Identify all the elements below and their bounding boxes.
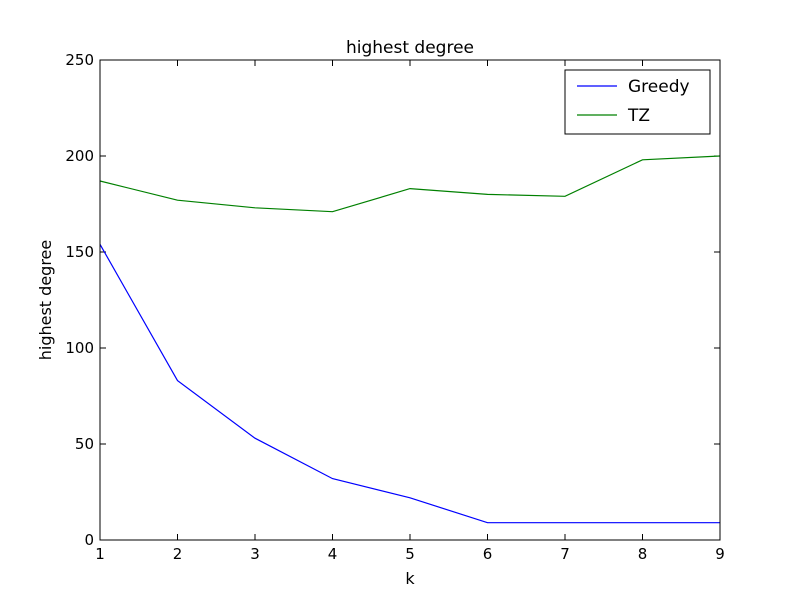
x-axis-label: k — [405, 569, 415, 588]
x-tick-label: 2 — [173, 545, 183, 563]
series-line-tz — [99, 155, 721, 213]
x-tick-label: 9 — [715, 545, 725, 563]
legend-label-tz: TZ — [627, 106, 650, 126]
chart-title: highest degree — [346, 38, 474, 58]
y-tick-label: 0 — [84, 531, 94, 549]
legend-box — [564, 69, 711, 135]
y-tick-label: 200 — [65, 147, 94, 165]
x-tick-label: 7 — [560, 545, 570, 563]
y-tick-label: 250 — [65, 51, 94, 69]
x-tick-label: 1 — [95, 545, 105, 563]
plot-frame — [99, 59, 721, 541]
y-axis-label: highest degree — [36, 240, 55, 361]
x-tick-label: 6 — [483, 545, 493, 563]
series-line-greedy — [99, 244, 720, 524]
x-tick-label: 4 — [328, 545, 338, 563]
x-tick-label: 5 — [405, 545, 415, 563]
legend-label-greedy: Greedy — [628, 77, 690, 97]
x-tick-label: 8 — [638, 545, 648, 563]
y-tick-label: 100 — [65, 339, 94, 357]
series-group — [99, 155, 721, 524]
y-tick-label: 50 — [75, 435, 94, 453]
legend: Greedy TZ — [564, 69, 711, 135]
x-tick-label: 3 — [250, 545, 260, 563]
y-tick-label: 150 — [65, 243, 94, 261]
